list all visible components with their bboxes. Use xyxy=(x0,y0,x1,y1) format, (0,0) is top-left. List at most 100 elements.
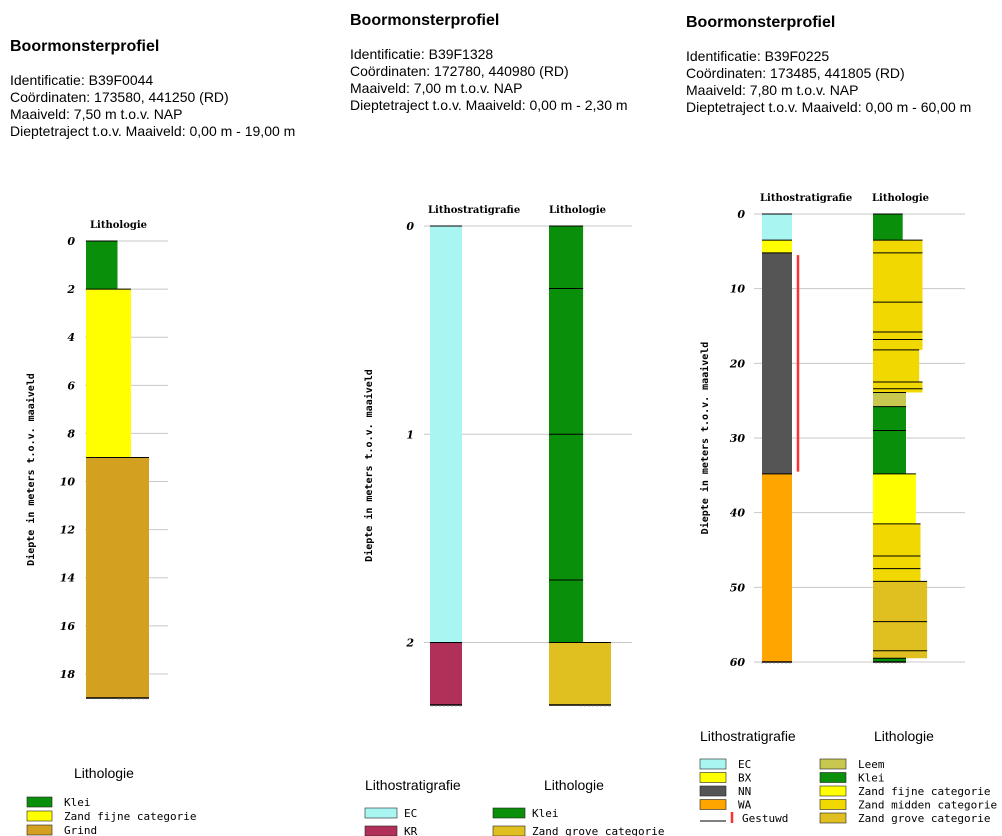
legend-swatch xyxy=(699,785,727,797)
layer-klei xyxy=(873,406,906,431)
layer-ec xyxy=(762,214,792,241)
profile-header-1: Boormonsterprofiel Identificatie: B39F00… xyxy=(10,38,295,140)
maaiveld-text: Maaiveld: 7,80 m t.o.v. NAP xyxy=(686,82,859,98)
column-title: Lithologie xyxy=(549,205,606,216)
dieptetraject-text: Dieptetraject t.o.v. Maaiveld: 0,00 m - … xyxy=(10,123,296,139)
legend-label: Klei xyxy=(858,772,885,785)
legend-title: Lithologie xyxy=(74,765,134,781)
y-tick-label: 20 xyxy=(729,357,746,370)
legend-label: Gestuwd xyxy=(742,812,788,825)
y-tick-label: 0 xyxy=(406,220,414,233)
legend-swatch xyxy=(364,825,398,836)
layer-klei xyxy=(549,226,584,289)
dieptetraject-text: Dieptetraject t.o.v. Maaiveld: 0,00 m - … xyxy=(350,97,628,113)
y-tick-label: 2 xyxy=(66,283,75,296)
layer-zand-midden-categorie xyxy=(873,339,923,350)
legend-label: NN xyxy=(738,785,751,798)
profile-header-2: Boormonsterprofiel Identificatie: B39F13… xyxy=(350,12,628,114)
layer-zand-midden-categorie xyxy=(873,302,923,332)
layer-zand-grove-categorie xyxy=(873,650,928,659)
y-tick-label: 60 xyxy=(730,656,746,669)
y-tick-label: 6 xyxy=(67,379,75,392)
identificatie-text: Identificatie: B39F0225 xyxy=(686,48,830,64)
legend-label: Zand fijne categorie xyxy=(858,785,990,798)
legend-label: KR xyxy=(404,825,418,836)
legend-label: WA xyxy=(738,799,752,812)
legend-title: Lithostratigrafie xyxy=(700,728,796,744)
layer-wa xyxy=(762,473,792,662)
legend-title: Lithologie xyxy=(874,728,934,744)
legend-label: Zand grove categorie xyxy=(858,812,990,825)
layer-kr xyxy=(430,642,462,705)
layer-nn xyxy=(762,252,792,474)
y-tick-label: 40 xyxy=(730,507,746,520)
column-title: Lithostratigrafie xyxy=(760,193,852,204)
legend-label: Leem xyxy=(858,758,885,771)
column-title: Lithologie xyxy=(90,220,147,231)
borehole-profile-3: Diepte in meters t.o.v. maaiveld 0 10 20 30 4… xyxy=(699,193,997,825)
y-tick-label: 16 xyxy=(60,620,76,633)
legend-swatch xyxy=(699,799,727,810)
profile-title: Boormonsterprofiel xyxy=(10,38,160,55)
layer-zand-grove-categorie xyxy=(873,621,928,651)
y-tick-label: 4 xyxy=(67,331,75,344)
layer-zand-midden-categorie xyxy=(873,555,921,569)
legend-swatch xyxy=(819,799,847,810)
legend-title: Lithologie xyxy=(544,777,604,793)
y-tick-label: 50 xyxy=(730,581,746,594)
y-tick-label: 0 xyxy=(737,208,745,221)
legend-swatch xyxy=(26,810,53,822)
y-tick-label: 30 xyxy=(730,432,746,445)
layer-leem xyxy=(873,392,906,407)
identificatie-text: Identificatie: B39F0044 xyxy=(10,72,154,88)
layer-zand-grove-categorie xyxy=(873,581,928,622)
legend-label: Grind xyxy=(64,824,97,836)
coordinaten-text: Coördinaten: 173485, 441805 (RD) xyxy=(686,65,905,81)
layer-zand-midden-categorie xyxy=(873,568,921,582)
y-axis-label: Diepte in meters t.o.v. maaiveld xyxy=(363,369,375,562)
y-tick-label: 8 xyxy=(67,427,75,440)
layer-zand-midden-categorie xyxy=(873,331,923,340)
layer-ec xyxy=(430,226,462,643)
legend-swatch xyxy=(26,796,53,808)
y-tick-label: 10 xyxy=(60,476,76,489)
legend-label: BX xyxy=(738,772,752,785)
layer-zand-midden-categorie xyxy=(873,349,920,382)
legend-label: EC xyxy=(404,807,417,820)
profile-title: Boormonsterprofiel xyxy=(686,14,836,31)
layer-zand-midden-categorie xyxy=(873,388,923,393)
y-tick-label: 12 xyxy=(60,524,76,537)
profile-header-3: Boormonsterprofiel Identificatie: B39F02… xyxy=(686,14,971,116)
legend-swatch xyxy=(699,758,727,770)
layer-klei xyxy=(86,241,118,290)
identificatie-text: Identificatie: B39F1328 xyxy=(350,46,494,62)
legend-label: Zand grove categorie xyxy=(532,825,664,836)
y-axis-label: Diepte in meters t.o.v. maaiveld xyxy=(25,373,37,566)
layer-zand-fijne-categorie xyxy=(86,289,131,458)
legend-title: Lithostratigrafie xyxy=(365,777,461,793)
y-tick-label: 2 xyxy=(405,637,414,650)
legend-swatch xyxy=(492,825,526,836)
layer-klei xyxy=(873,658,906,662)
column-title: Lithologie xyxy=(872,193,929,204)
legend-swatch xyxy=(492,807,526,819)
legend-label: Klei xyxy=(64,796,91,809)
y-tick-label: 18 xyxy=(60,668,76,681)
layer-klei xyxy=(873,214,903,241)
legend-label: Zand fijne categorie xyxy=(64,810,196,823)
legend-swatch xyxy=(819,772,847,783)
legend-label: Klei xyxy=(532,807,559,820)
layer-zand-midden-categorie xyxy=(873,240,923,253)
layer-bx xyxy=(762,240,792,253)
maaiveld-text: Maaiveld: 7,00 m t.o.v. NAP xyxy=(350,80,523,96)
legend-swatch xyxy=(699,772,727,783)
coordinaten-text: Coördinaten: 173580, 441250 (RD) xyxy=(10,89,229,105)
maaiveld-text: Maaiveld: 7,50 m t.o.v. NAP xyxy=(10,106,183,122)
legend-swatch xyxy=(819,758,847,770)
layer-zand-fijne-categorie xyxy=(873,473,916,524)
legend-swatch xyxy=(26,824,53,836)
legend-label: EC xyxy=(738,758,751,771)
layer-klei xyxy=(549,288,584,435)
legend-swatch xyxy=(819,812,847,824)
